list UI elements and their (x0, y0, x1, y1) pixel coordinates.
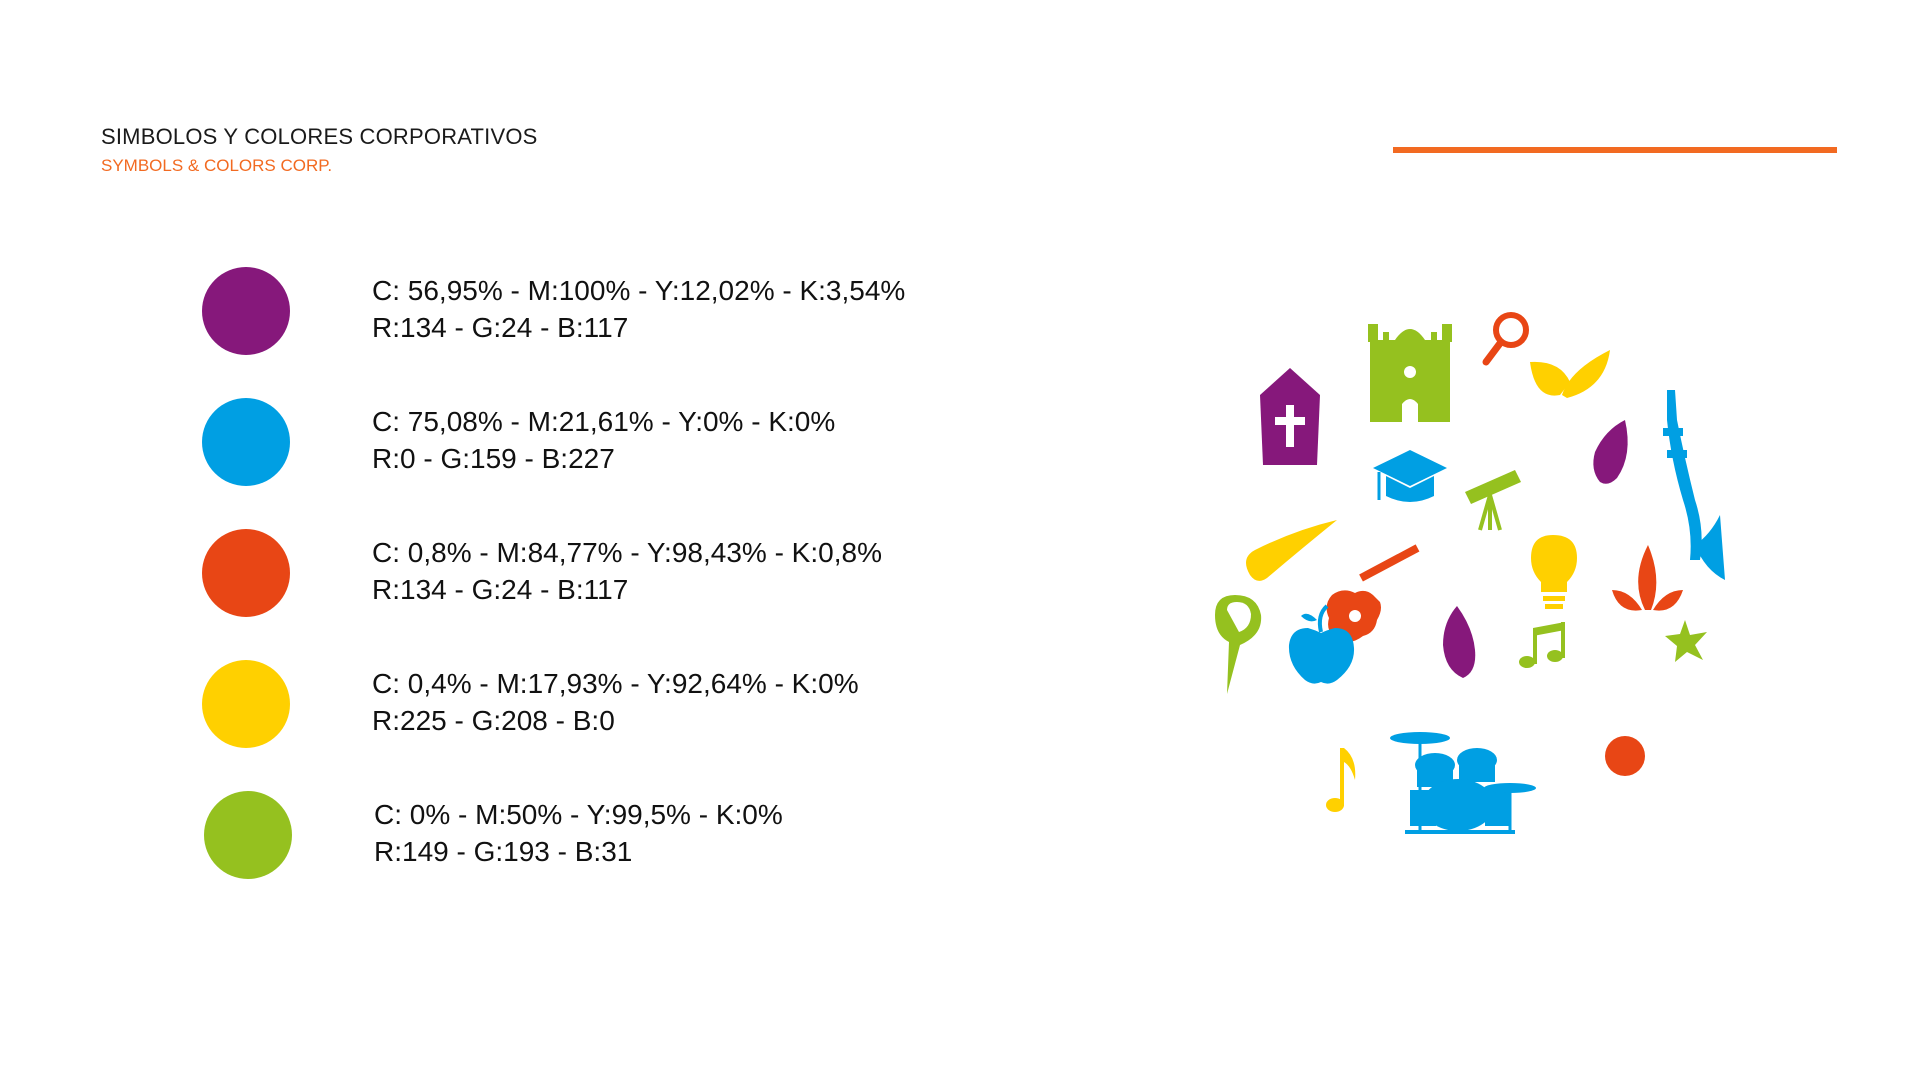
music-note-icon (1326, 748, 1356, 812)
swatch-rgb: R:134 - G:24 - B:117 (372, 574, 629, 605)
swatch-purple-values: C: 56,95% - M:100% - Y:12,02% - K:3,54% … (372, 272, 905, 346)
seed-icon (1443, 606, 1476, 678)
accent-line (1393, 147, 1837, 153)
purple-leaf-icon (1593, 420, 1628, 484)
swatch-cmyk: C: 0,8% - M:84,77% - Y:98,43% - K:0,8% (372, 537, 882, 568)
page-subtitle: SYMBOLS & COLORS CORP. (101, 156, 333, 175)
swatch-rgb: R:225 - G:208 - B:0 (372, 705, 615, 736)
title-block: SIMBOLOS Y COLORES CORPORATIVOS SYMBOLS … (101, 124, 538, 176)
swatch-green-values: C: 0% - M:50% - Y:99,5% - K:0% R:149 - G… (374, 796, 783, 870)
swatch-cmyk: C: 0,4% - M:17,93% - Y:92,64% - K:0% (372, 668, 859, 699)
swatch-blue-values: C: 75,08% - M:21,61% - Y:0% - K:0% R:0 -… (372, 403, 835, 477)
swatch-orange (202, 529, 290, 617)
swatch-yellow (202, 660, 290, 748)
swatch-rgb: R:0 - G:159 - B:227 (372, 443, 615, 474)
apple-icon (1288, 604, 1355, 684)
dot-icon (1605, 736, 1645, 776)
music-notes-icon (1519, 622, 1565, 668)
microphone-icon (1215, 595, 1262, 694)
swatch-cmyk: C: 56,95% - M:100% - Y:12,02% - K:3,54% (372, 275, 906, 306)
graduation-cap-icon (1373, 450, 1447, 502)
swatch-yellow-values: C: 0,4% - M:17,93% - Y:92,64% - K:0% R:2… (372, 665, 859, 739)
star-icon (1665, 620, 1707, 662)
lightbulb-icon (1531, 535, 1577, 609)
drum-kit-icon (1390, 732, 1536, 834)
swatch-blue (202, 398, 290, 486)
church-icon (1368, 324, 1452, 422)
magnifier-icon (1482, 312, 1529, 366)
page-title: SIMBOLOS Y COLORES CORPORATIVOS (101, 124, 538, 149)
swatch-rgb: R:134 - G:24 - B:117 (372, 312, 629, 343)
swatch-green (204, 791, 292, 879)
swatch-rgb: R:149 - G:193 - B:31 (374, 836, 633, 867)
trumpet-icon (1663, 390, 1725, 580)
bishop-mitre-icon (1260, 368, 1320, 465)
comet-icon (1246, 520, 1337, 581)
fleur-icon (1612, 545, 1683, 611)
swatch-cmyk: C: 0% - M:50% - Y:99,5% - K:0% (374, 799, 783, 830)
swatch-orange-values: C: 0,8% - M:84,77% - Y:98,43% - K:0,8% R… (372, 534, 882, 608)
telescope-icon (1465, 470, 1521, 531)
guitar-icon (1326, 544, 1420, 643)
swatch-purple (202, 267, 290, 355)
symbols-cluster (1215, 312, 1725, 834)
leaves-icon (1530, 350, 1610, 398)
swatch-cmyk: C: 75,08% - M:21,61% - Y:0% - K:0% (372, 406, 836, 437)
